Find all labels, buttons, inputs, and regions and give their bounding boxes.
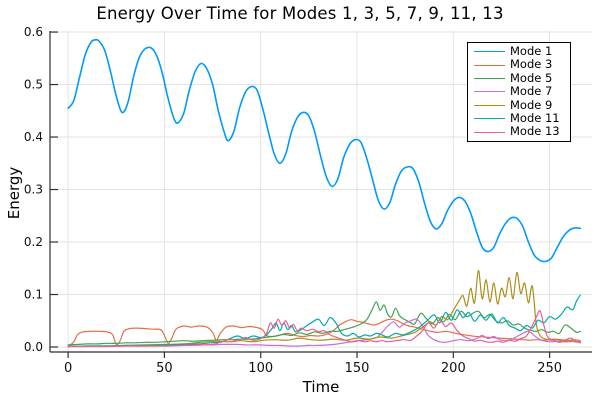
legend-label: Mode 11 bbox=[510, 111, 560, 126]
legend-line-swatch bbox=[474, 91, 505, 93]
legend-entry-mode-1: Mode 1 bbox=[474, 43, 570, 58]
legend-entry-mode-7: Mode 7 bbox=[474, 86, 570, 98]
legend-label: Mode 5 bbox=[510, 70, 553, 85]
x-tick-label: 0 bbox=[64, 361, 72, 376]
legend-entry-mode-5: Mode 5 bbox=[474, 70, 570, 85]
x-axis-label: Time bbox=[302, 378, 340, 396]
y-tick-label: 0.0 bbox=[24, 340, 43, 354]
x-tick-label: 150 bbox=[345, 361, 370, 376]
legend-label: Mode 7 bbox=[510, 84, 553, 99]
legend-line-swatch bbox=[474, 131, 505, 133]
legend: Mode 1 Mode 3 Mode 5 Mode 7 Mode 9 Mode 11 Mod… bbox=[467, 42, 571, 142]
series-line-mode-3 bbox=[67, 318, 581, 348]
legend-line-swatch bbox=[474, 104, 505, 106]
legend-line-swatch bbox=[474, 118, 505, 120]
legend-entry-mode-13: Mode 13 bbox=[474, 126, 570, 138]
legend-entry-mode-9: Mode 9 bbox=[474, 99, 570, 111]
series-line-mode-7 bbox=[67, 318, 581, 348]
x-tick-label: 250 bbox=[537, 361, 562, 376]
y-tick-label: 0.4 bbox=[24, 130, 43, 144]
legend-line-swatch bbox=[474, 51, 505, 53]
legend-label: Mode 1 bbox=[510, 43, 553, 58]
legend-entry-mode-3: Mode 3 bbox=[474, 59, 570, 71]
series-line-mode-9 bbox=[67, 269, 581, 348]
series-line-mode-1 bbox=[67, 38, 582, 263]
y-tick-label: 0.3 bbox=[24, 183, 43, 197]
x-tick-label: 200 bbox=[441, 361, 466, 376]
y-tick-label: 0.1 bbox=[24, 288, 43, 302]
y-tick-label: 0.5 bbox=[24, 78, 43, 92]
x-tick-label: 50 bbox=[156, 361, 173, 376]
y-tick-label: 0.2 bbox=[24, 235, 43, 249]
legend-label: Mode 3 bbox=[510, 57, 553, 72]
legend-line-swatch bbox=[474, 78, 505, 80]
series-line-mode-13 bbox=[67, 310, 581, 348]
legend-label: Mode 13 bbox=[510, 124, 560, 139]
series-line-mode-5 bbox=[67, 301, 581, 346]
chart-title: Energy Over Time for Modes 1, 3, 5, 7, 9… bbox=[96, 4, 504, 23]
y-tick-label: 0.6 bbox=[24, 25, 43, 39]
legend-label: Mode 9 bbox=[510, 97, 553, 112]
x-tick-label: 100 bbox=[248, 361, 273, 376]
legend-entry-mode-11: Mode 11 bbox=[474, 113, 570, 125]
legend-line-swatch bbox=[474, 64, 505, 66]
